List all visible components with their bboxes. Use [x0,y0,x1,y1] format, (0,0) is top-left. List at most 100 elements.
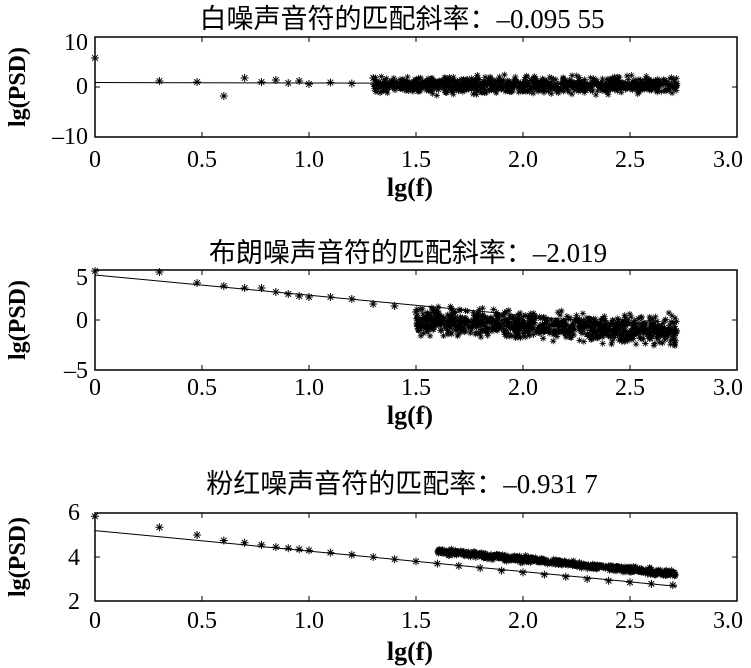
data-point [590,326,597,333]
data-point [615,76,622,84]
data-point [435,86,442,93]
data-point [512,326,519,334]
data-point [512,555,520,562]
data-point [485,76,492,84]
data-point [437,327,444,334]
data-point [655,323,663,330]
data-point [594,87,601,95]
data-point [578,562,586,569]
x-axis-label: lg(f) [387,401,433,430]
data-point [566,561,574,568]
data-point [631,81,638,88]
data-point [648,320,656,328]
data-point [538,321,546,328]
data-point [502,87,509,95]
data-point [638,326,645,334]
data-point [597,320,604,327]
data-point [581,84,589,91]
data-point [448,311,456,318]
data-point [598,328,605,335]
data-point [459,88,467,95]
data-point [432,322,440,329]
data-point [525,82,533,89]
data-point [498,312,505,319]
data-point [567,323,574,331]
data-point [584,80,591,88]
data-point [647,329,654,336]
data-point [646,313,653,321]
data-point [548,74,555,82]
data-point [390,302,399,310]
x-tick-label: 3.0 [713,608,743,634]
data-point [420,330,427,337]
data-point [671,78,678,85]
data-point [662,330,669,337]
data-point [375,79,382,86]
data-point [588,335,595,342]
data-point [672,337,679,344]
data-point [468,86,475,93]
data-point [433,559,442,568]
data-point [455,85,463,93]
data-point [530,310,537,317]
data-point [155,268,164,276]
data-point [592,329,599,336]
data-point [193,78,202,86]
data-point [670,330,678,338]
data-point [527,323,534,330]
data-point [575,88,582,95]
data-point [651,85,658,92]
data-point [628,313,635,321]
data-point [540,314,547,321]
data-point [534,325,542,333]
data-point [559,74,567,81]
data-point [615,85,622,93]
data-point [575,322,583,329]
data-point [671,341,678,348]
data-point [524,320,531,327]
data-point [470,85,477,92]
data-point [257,284,266,292]
data-point [445,548,452,556]
data-point [603,84,611,91]
data-point [558,307,565,315]
data-point [672,87,680,94]
data-point [396,76,404,83]
y-tick-label: 10 [64,30,88,56]
data-point [539,335,547,342]
data-point [479,304,486,312]
data-point [672,330,679,337]
data-point [531,556,539,563]
data-point [550,331,558,338]
data-point [654,569,661,576]
data-point [399,81,407,89]
data-point [616,79,623,86]
data-point [493,83,500,90]
data-point [549,337,557,345]
data-point [644,326,651,333]
data-point [469,80,476,87]
data-point [562,328,569,336]
data-point [347,295,356,303]
plot-marks [91,512,738,602]
data-point [638,567,645,575]
data-point [547,84,554,91]
data-point [501,71,508,79]
data-point [444,327,451,334]
data-point [599,562,607,570]
data-point [406,82,414,90]
data-point [438,549,445,556]
data-point [443,77,450,84]
data-point [571,79,578,87]
data-point [583,575,592,583]
data-point [535,324,542,331]
data-point [384,83,391,91]
data-point [418,81,426,89]
data-point [464,549,471,556]
data-point [576,74,583,81]
data-point [592,78,600,85]
data-point [515,317,522,324]
data-point [592,321,599,328]
data-point [478,88,485,96]
data-point [615,316,623,323]
